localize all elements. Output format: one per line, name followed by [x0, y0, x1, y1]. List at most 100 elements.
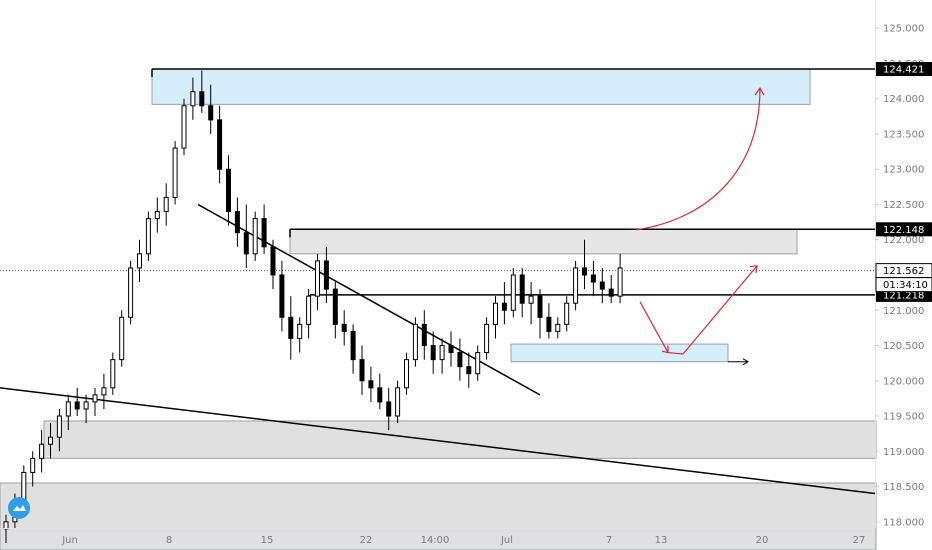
- tradingview-cloud-icon[interactable]: [8, 497, 30, 519]
- candle[interactable]: [199, 70, 205, 113]
- candle-body: [110, 359, 116, 389]
- candle-body: [306, 295, 312, 325]
- candle[interactable]: [448, 331, 454, 367]
- candle-body: [439, 345, 445, 361]
- candle[interactable]: [439, 338, 445, 374]
- candle-body: [359, 359, 365, 382]
- candle[interactable]: [466, 352, 472, 388]
- candle[interactable]: [137, 239, 142, 283]
- candle-body: [288, 316, 294, 339]
- candle[interactable]: [582, 239, 587, 290]
- projection-curve-up[interactable]: [635, 88, 761, 231]
- candle[interactable]: [564, 296, 570, 332]
- demand-zone-extension-arrowhead: [742, 358, 749, 366]
- candle[interactable]: [297, 317, 303, 353]
- candle[interactable]: [101, 373, 107, 409]
- candle[interactable]: [617, 253, 623, 304]
- y-tick-label: 125.000: [883, 24, 924, 35]
- candle[interactable]: [172, 141, 178, 205]
- candle[interactable]: [154, 197, 160, 233]
- candle[interactable]: [546, 303, 552, 339]
- candle[interactable]: [163, 183, 169, 226]
- candle[interactable]: [519, 267, 525, 318]
- candle[interactable]: [359, 345, 365, 395]
- candle[interactable]: [537, 289, 543, 339]
- time-axis[interactable]: Jun 8 15 22 14:00 Jul 7 13 20 27: [61, 535, 865, 546]
- candle-body: [599, 281, 605, 290]
- zone-support-4[interactable]: [0, 482, 877, 550]
- candle[interactable]: [92, 387, 98, 417]
- candle[interactable]: [501, 282, 507, 325]
- candle[interactable]: [573, 260, 579, 311]
- candle[interactable]: [395, 380, 401, 424]
- candle[interactable]: [243, 204, 249, 268]
- candle[interactable]: [65, 394, 71, 431]
- zone-demand-2[interactable]: [510, 343, 729, 363]
- candle-body: [199, 91, 205, 107]
- zone-range-1[interactable]: [289, 228, 798, 255]
- candle[interactable]: [350, 324, 356, 374]
- projection-pullback-arrowhead-up: [749, 265, 758, 273]
- candle[interactable]: [475, 345, 481, 381]
- candle[interactable]: [217, 105, 223, 184]
- candle[interactable]: [234, 197, 240, 247]
- candle-body: [377, 387, 383, 403]
- candle[interactable]: [493, 296, 498, 339]
- candle[interactable]: [306, 289, 312, 339]
- candle-body: [234, 211, 240, 234]
- candle[interactable]: [261, 204, 267, 254]
- candle[interactable]: [145, 211, 151, 261]
- candle[interactable]: [599, 267, 605, 304]
- candle[interactable]: [181, 98, 187, 156]
- candle[interactable]: [83, 394, 89, 424]
- x-tick-label: 8: [166, 535, 172, 546]
- y-tick-label: 123.000: [883, 165, 924, 176]
- candle[interactable]: [30, 451, 36, 487]
- candle[interactable]: [368, 366, 374, 402]
- candle[interactable]: [56, 408, 62, 452]
- candle[interactable]: [430, 331, 436, 374]
- candle[interactable]: [457, 338, 463, 381]
- candle[interactable]: [128, 260, 134, 325]
- y-tick-label: 118.500: [883, 482, 924, 493]
- candle[interactable]: [484, 317, 490, 360]
- candle[interactable]: [528, 282, 534, 325]
- candle[interactable]: [590, 260, 596, 297]
- candle[interactable]: [404, 352, 409, 395]
- candle-body: [217, 119, 223, 170]
- candle[interactable]: [226, 155, 231, 226]
- trendline-1[interactable]: [0, 387, 877, 495]
- candle[interactable]: [48, 423, 53, 459]
- candle[interactable]: [39, 430, 45, 473]
- candle[interactable]: [288, 296, 294, 360]
- candle[interactable]: [386, 387, 392, 431]
- y-tick-label: 121.000: [883, 306, 924, 317]
- projection-curve-up-arrowhead: [754, 87, 765, 96]
- candle[interactable]: [252, 211, 258, 261]
- candle[interactable]: [608, 275, 614, 304]
- candle[interactable]: [377, 373, 383, 409]
- candle[interactable]: [555, 317, 561, 339]
- candle[interactable]: [279, 260, 285, 332]
- candle-body: [466, 366, 472, 375]
- candle[interactable]: [510, 267, 516, 318]
- candle[interactable]: [323, 246, 329, 304]
- candle[interactable]: [341, 310, 347, 346]
- candle[interactable]: [74, 387, 80, 417]
- candle[interactable]: [119, 310, 125, 367]
- zone-supply-0[interactable]: [151, 68, 811, 105]
- candle[interactable]: [421, 310, 427, 360]
- candle[interactable]: [270, 239, 276, 290]
- candle[interactable]: [315, 253, 320, 311]
- candle[interactable]: [208, 84, 214, 134]
- candle[interactable]: [190, 77, 196, 120]
- candle-body: [48, 436, 53, 445]
- candle-body: [582, 267, 587, 276]
- zone-support-3[interactable]: [43, 420, 877, 459]
- projection-pullback-path[interactable]: [639, 265, 758, 355]
- candle[interactable]: [412, 317, 418, 367]
- candle[interactable]: [110, 352, 116, 395]
- candle[interactable]: [332, 282, 338, 339]
- candle-body: [332, 288, 338, 325]
